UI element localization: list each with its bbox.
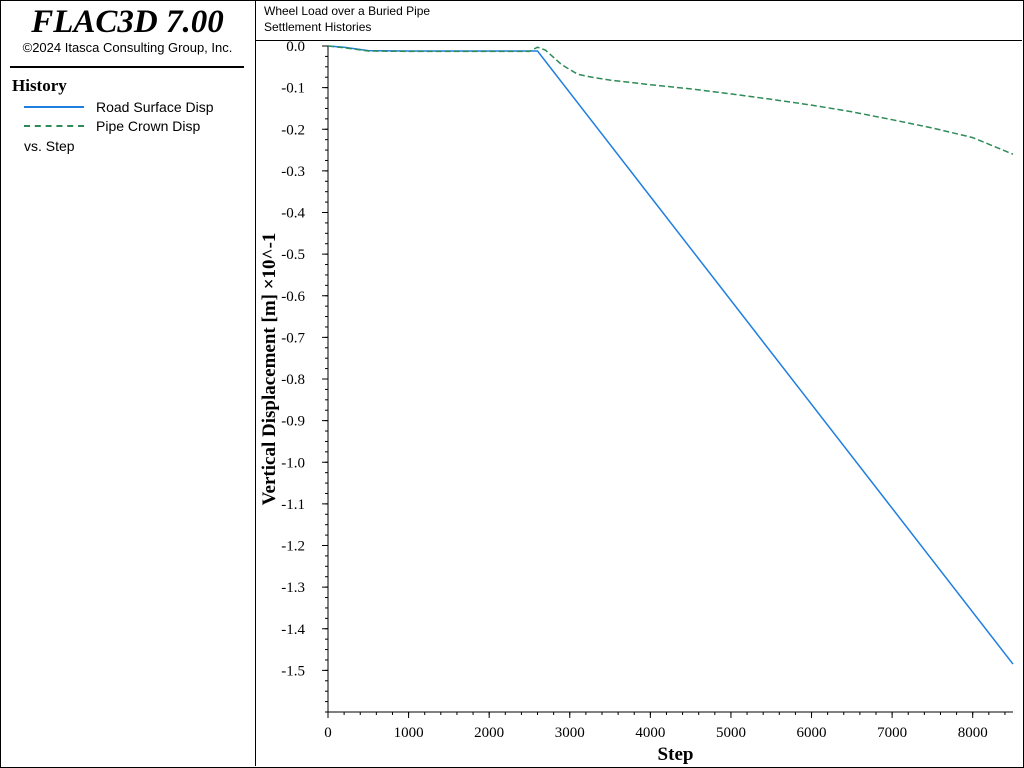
y-tick-label: -0.2 bbox=[281, 122, 305, 138]
legend-label-pipe-crown: Pipe Crown Disp bbox=[96, 118, 201, 134]
x-tick-label: 6000 bbox=[797, 725, 827, 741]
copyright-text: ©2024 Itasca Consulting Group, Inc. bbox=[22, 40, 233, 55]
x-tick-label: 3000 bbox=[555, 725, 585, 741]
y-tick-label: -1.1 bbox=[281, 497, 305, 513]
y-tick-label: -1.2 bbox=[281, 539, 305, 555]
y-tick-label: -0.3 bbox=[281, 164, 305, 180]
y-axis-label: Vertical Displacement [m] ×10^-1 bbox=[259, 233, 280, 506]
plot-title-box bbox=[256, 0, 1022, 41]
plot-subtitle: Settlement Histories bbox=[264, 20, 372, 34]
x-tick-label: 8000 bbox=[958, 725, 988, 741]
y-tick-label: 0.0 bbox=[286, 39, 305, 55]
x-tick-label: 7000 bbox=[877, 725, 907, 741]
legend-label-road-surface: Road Surface Disp bbox=[96, 99, 214, 115]
legend-divider bbox=[10, 66, 244, 68]
y-tick-label: -0.4 bbox=[281, 206, 305, 222]
y-tick-label: -1.5 bbox=[281, 663, 305, 679]
plot-title: Wheel Load over a Buried Pipe bbox=[264, 4, 431, 18]
x-tick-label: 0 bbox=[324, 725, 332, 741]
legend-vs-label: vs. Step bbox=[24, 138, 75, 154]
x-tick-label: 4000 bbox=[635, 725, 665, 741]
y-tick-label: -0.6 bbox=[281, 289, 305, 305]
x-tick-label: 1000 bbox=[394, 725, 424, 741]
y-tick-label: -0.9 bbox=[281, 414, 305, 430]
app-title: FLAC3D 7.00 bbox=[31, 4, 224, 40]
legend-panel: FLAC3D 7.00 ©2024 Itasca Consulting Grou… bbox=[0, 0, 256, 766]
legend-swatch-pipe-crown bbox=[24, 125, 84, 127]
legend-swatch-road-surface bbox=[24, 106, 84, 108]
y-tick-label: -0.5 bbox=[281, 247, 305, 263]
y-tick-label: -0.8 bbox=[281, 372, 305, 388]
y-tick-label: -0.1 bbox=[281, 81, 305, 97]
series-line-pipe-crown-disp bbox=[327, 45, 1014, 155]
series-line-road-surface-disp bbox=[327, 45, 1014, 665]
x-axis-label: Step bbox=[658, 744, 694, 765]
y-tick-label: -0.7 bbox=[281, 330, 305, 346]
y-tick-label: -1.3 bbox=[281, 580, 305, 596]
x-tick-label: 5000 bbox=[716, 725, 746, 741]
x-tick-label: 2000 bbox=[474, 725, 504, 741]
y-tick-label: -1.4 bbox=[281, 622, 305, 638]
legend-heading: History bbox=[12, 76, 67, 95]
y-tick-label: -1.0 bbox=[281, 455, 305, 471]
